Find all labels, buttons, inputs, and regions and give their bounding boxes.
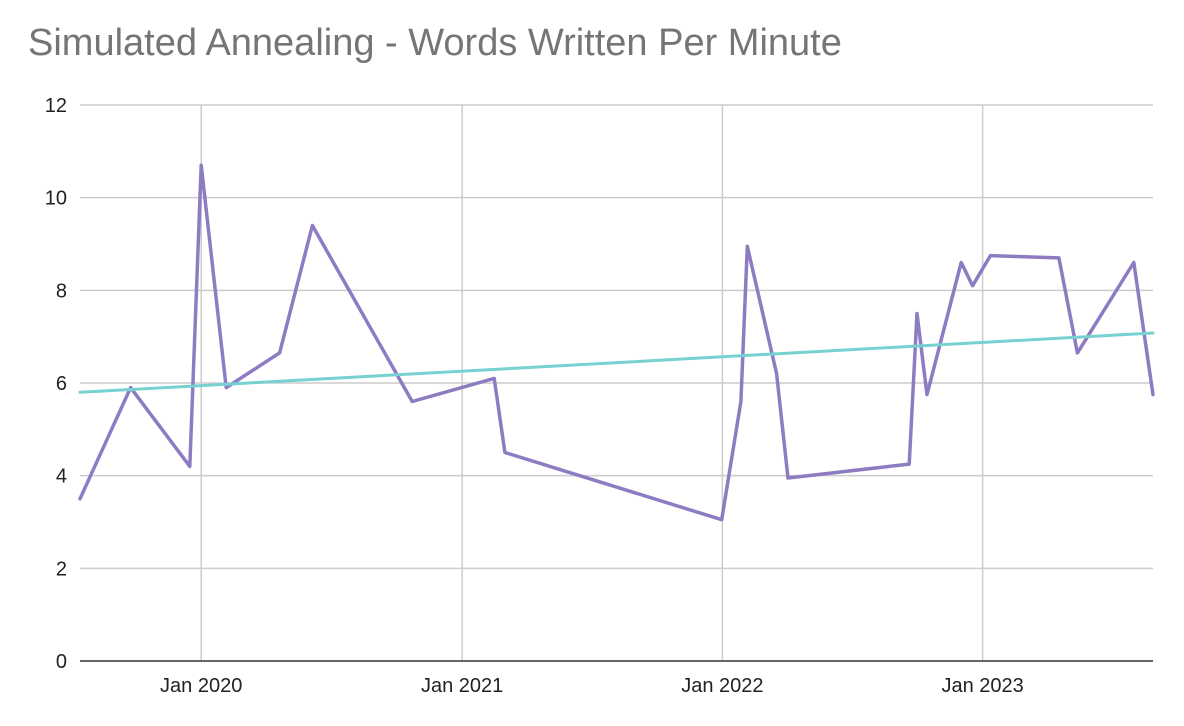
- data-point: [926, 394, 927, 395]
- data-point: [1058, 257, 1059, 258]
- data-point: [412, 401, 413, 402]
- data-point: [972, 285, 973, 286]
- tick-labels: 0 2 4 6 8 10 12 Jan 2020 Jan 2021 Jan 2022 Jan 202…: [45, 95, 1024, 697]
- data-point: [189, 466, 190, 467]
- chart-title: Simulated Annealing - Words Written Per …: [28, 22, 842, 64]
- data-point: [494, 378, 495, 379]
- data-point: [990, 255, 991, 256]
- x-tick-label: Jan 2022: [681, 675, 763, 697]
- y-tick-label: 6: [56, 373, 67, 395]
- data-point: [747, 246, 748, 247]
- data-point: [917, 313, 918, 314]
- y-tick-label: 0: [56, 651, 67, 673]
- data-point: [1153, 394, 1154, 395]
- data-point: [312, 225, 313, 226]
- x-tick-label: Jan 2020: [160, 675, 242, 697]
- data-point: [1077, 352, 1078, 353]
- data-point: [226, 387, 227, 388]
- series-line: [78, 163, 1155, 522]
- data-point: [776, 373, 777, 374]
- data-point: [80, 498, 81, 499]
- trendline: [78, 331, 1155, 394]
- y-tick-label: 12: [45, 95, 67, 117]
- data-point: [909, 464, 910, 465]
- y-tick-label: 8: [56, 280, 67, 302]
- data-point: [201, 165, 202, 166]
- data-point: [279, 352, 280, 353]
- data-point: [961, 262, 962, 263]
- y-tick-label: 2: [56, 558, 67, 580]
- x-tick-label: Jan 2023: [941, 675, 1023, 697]
- y-tick-label: 10: [45, 188, 67, 210]
- series-lines: [78, 163, 1155, 522]
- data-point: [721, 519, 722, 520]
- data-point: [740, 401, 741, 402]
- data-point: [504, 452, 505, 453]
- x-tick-label: Jan 2021: [421, 675, 503, 697]
- data-point: [1133, 262, 1134, 263]
- data-point: [787, 477, 788, 478]
- y-tick-label: 4: [56, 466, 67, 488]
